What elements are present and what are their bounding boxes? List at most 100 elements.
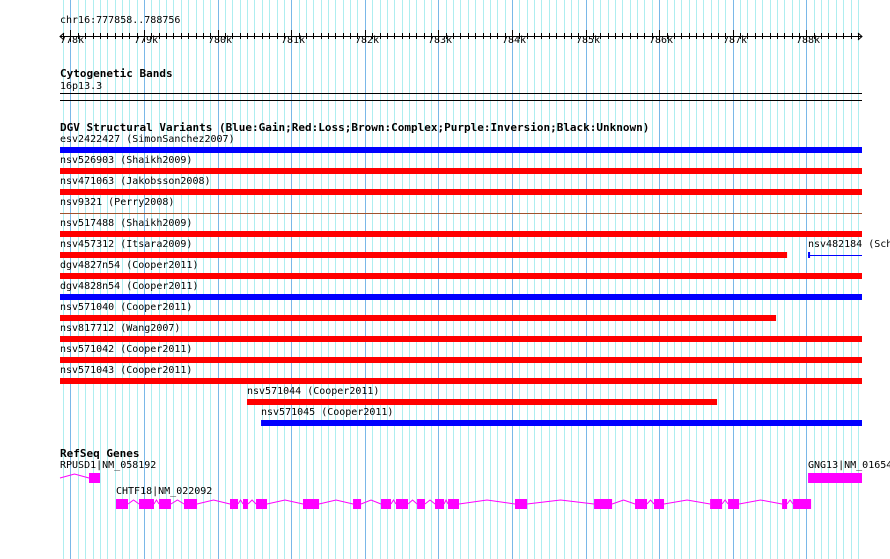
gene-intron (663, 499, 711, 505)
gene-exon[interactable] (808, 473, 862, 483)
variant-label[interactable]: nsv526903 (Shaikh2009) (60, 155, 193, 166)
gene-intron (247, 499, 257, 505)
dgv-track-title[interactable]: DGV Structural Variants (Blue:Gain;Red:L… (60, 121, 650, 134)
gene-intron (424, 499, 436, 505)
variant-label[interactable]: nsv482184 (Sch (808, 239, 890, 250)
gene-exon[interactable] (243, 499, 249, 509)
ruler-tick-label: 779k (134, 35, 159, 46)
gene-exon[interactable] (515, 499, 528, 509)
gene-intron (786, 499, 794, 505)
gene-intron (721, 499, 729, 505)
gene-exon[interactable] (158, 499, 171, 509)
gene-exon[interactable] (635, 499, 648, 509)
variant-label[interactable]: nsv571044 (Cooper2011) (247, 386, 380, 397)
position-label: chr16:777858..788756 (60, 15, 181, 26)
gene-intron (407, 499, 418, 505)
variant-bar[interactable] (60, 336, 862, 342)
gene-exon[interactable] (448, 499, 460, 509)
gene-exon[interactable] (654, 499, 665, 509)
variant-bar[interactable] (60, 189, 862, 195)
gene-exon[interactable] (793, 499, 812, 509)
variant-bar[interactable] (246, 399, 718, 405)
gene-exon[interactable] (396, 499, 409, 509)
gene-label[interactable]: RPUSD1|NM_058192 (60, 460, 157, 471)
gene-exon[interactable] (435, 499, 445, 509)
variant-label[interactable]: nsv571042 (Cooper2011) (60, 344, 193, 355)
ruler-tick-label: 787k (723, 35, 748, 46)
gene-intron (59, 473, 90, 479)
gene-exon[interactable] (417, 499, 426, 509)
gene-intron (739, 499, 783, 505)
gene-exon[interactable] (116, 499, 128, 509)
variant-bar[interactable] (60, 273, 862, 279)
gene-exon[interactable] (594, 499, 613, 509)
variant-label[interactable]: nsv817712 (Wang2007) (60, 323, 181, 334)
cytoband-track-title[interactable]: Cytogenetic Bands (60, 67, 173, 80)
variant-bar[interactable] (60, 147, 862, 153)
gene-exon[interactable] (184, 499, 198, 509)
variant-bar[interactable] (60, 357, 862, 363)
ruler-tick-label: 788k (796, 35, 821, 46)
variant-bar[interactable] (60, 168, 862, 174)
variant-label[interactable]: nsv471063 (Jakobsson2008) (60, 176, 211, 187)
variant-label[interactable]: nsv571045 (Cooper2011) (261, 407, 394, 418)
gene-exon[interactable] (88, 473, 101, 483)
gene-intron (458, 499, 516, 505)
variant-label[interactable]: nsv9321 (Perry2008) (60, 197, 175, 208)
gene-label[interactable]: CHTF18|NM_022092 (116, 486, 213, 497)
gene-intron (153, 499, 160, 505)
variant-bar[interactable] (808, 255, 862, 256)
gene-intron (390, 499, 397, 505)
gene-exon[interactable] (710, 499, 723, 509)
gene-intron (170, 499, 185, 505)
variant-label[interactable]: nsv517488 (Shaikh2009) (60, 218, 193, 229)
gene-intron (527, 499, 595, 505)
variant-label[interactable]: nsv571040 (Cooper2011) (60, 302, 193, 313)
gene-intron (127, 499, 140, 505)
variant-label[interactable]: dgv4827n54 (Cooper2011) (60, 260, 199, 271)
gene-exon[interactable] (256, 499, 268, 509)
ruler-left-arrow-icon[interactable] (59, 32, 65, 41)
gene-intron (266, 499, 304, 505)
ruler-tick-label: 786k (649, 35, 674, 46)
variant-bar[interactable] (60, 315, 777, 321)
variant-label[interactable]: dgv4828n54 (Cooper2011) (60, 281, 199, 292)
variant-bar[interactable] (60, 231, 862, 237)
ruler-tick-label: 778k (60, 35, 85, 46)
refseq-track-title[interactable]: RefSeq Genes (60, 447, 140, 460)
gene-label[interactable]: GNG13|NM_01654 (808, 460, 890, 471)
variant-bar[interactable] (60, 294, 862, 300)
ruler-tick-label: 781k (281, 35, 306, 46)
gene-exon[interactable] (381, 499, 392, 509)
gene-exon[interactable] (302, 499, 320, 509)
variant-start-tick (808, 252, 811, 258)
gene-exon[interactable] (782, 499, 788, 509)
gene-intron (196, 499, 231, 505)
gene-intron (360, 499, 382, 505)
gene-exon[interactable] (139, 499, 154, 509)
gene-intron (646, 499, 655, 505)
ruler-right-arrow-icon[interactable] (857, 32, 863, 41)
cytoband-band-top (60, 93, 862, 94)
variant-bar[interactable] (261, 420, 862, 426)
variant-bar[interactable] (60, 378, 862, 384)
variant-bar[interactable] (60, 213, 862, 214)
variant-label[interactable]: nsv571043 (Cooper2011) (60, 365, 193, 376)
variant-bar[interactable] (60, 252, 788, 258)
ruler-tick-label: 784k (502, 35, 527, 46)
gene-intron (611, 499, 636, 505)
ruler-tick-label: 783k (428, 35, 453, 46)
ruler-tick-label: 785k (576, 35, 601, 46)
variant-label[interactable]: esv2422427 (SimonSanchez2007) (60, 134, 235, 145)
ruler-tick-label: 780k (208, 35, 233, 46)
gene-intron (443, 498, 449, 505)
gene-exon[interactable] (353, 499, 362, 509)
gene-exon[interactable] (728, 499, 740, 509)
gene-intron (237, 499, 244, 505)
gene-exon[interactable] (229, 499, 239, 509)
ruler-tick-label: 782k (355, 35, 380, 46)
variant-label[interactable]: nsv457312 (Itsara2009) (60, 239, 193, 250)
cytoband-band-bottom (60, 100, 862, 101)
gene-intron (318, 499, 354, 505)
